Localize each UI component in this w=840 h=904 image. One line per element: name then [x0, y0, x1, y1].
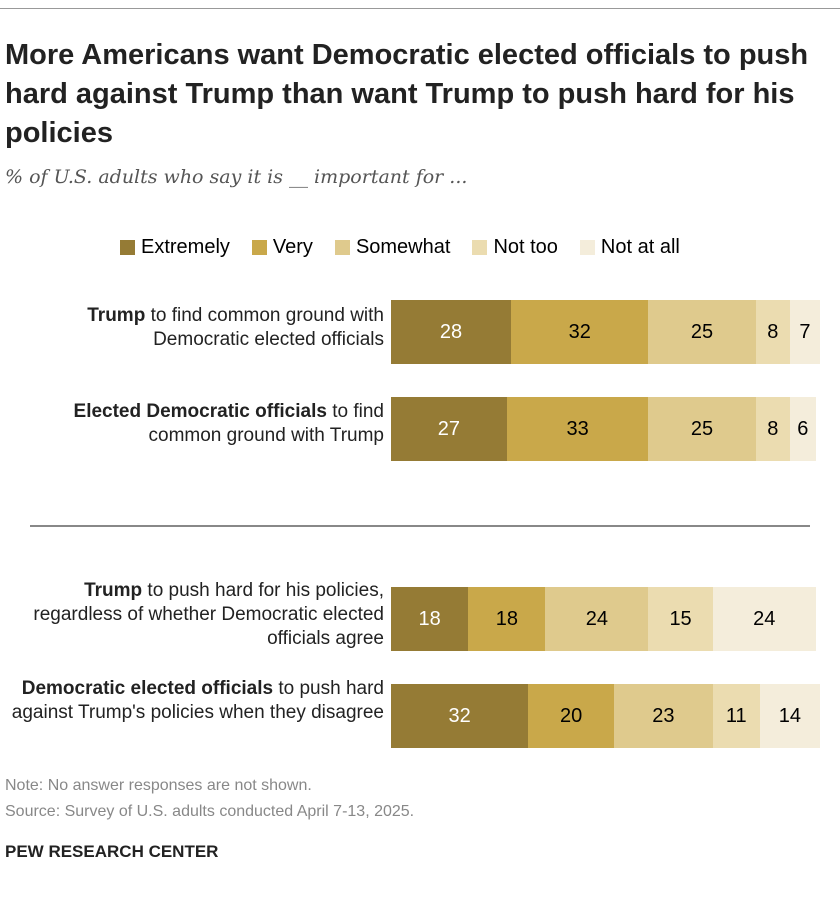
legend-label: Somewhat: [355, 236, 451, 258]
bar-segment-extremely: 27: [391, 397, 507, 461]
chart-subtitle: % of U.S. adults who say it is __ import…: [5, 166, 468, 188]
brand-logo-text: PEW RESEARCH CENTER: [5, 842, 219, 861]
stacked-bar: 18 18 24 15 24: [391, 587, 816, 651]
bar-segment-very: 20: [528, 684, 615, 748]
bar-segment-not-at-all: 7: [789, 300, 820, 364]
bar-segment-extremely: 28: [391, 300, 512, 364]
row-label: Trump to find common ground with Democra…: [87, 305, 384, 350]
note: Note: No answer responses are not shown.: [5, 777, 312, 794]
row-label: Trump to push hard for his policies, reg…: [33, 580, 384, 649]
bar-segment-not-at-all: 6: [789, 397, 816, 461]
legend-item: Somewhat: [334, 236, 451, 259]
stacked-bar: 28 32 25 8 7: [391, 300, 820, 364]
bar-segment-not-too: 8: [755, 300, 790, 364]
bar-segment-somewhat: 25: [648, 300, 756, 364]
bar-segment-extremely: 18: [391, 587, 469, 651]
bar-segment-very: 33: [506, 397, 649, 461]
legend-item: Very: [251, 236, 313, 259]
legend-swatch: [472, 240, 488, 255]
legend-swatch: [579, 240, 595, 255]
bar-segment-not-at-all: 24: [712, 587, 816, 651]
bar-segment-not-too: 15: [648, 587, 713, 651]
bar-segment-somewhat: 25: [648, 397, 756, 461]
bar-segment-somewhat: 23: [614, 684, 713, 748]
stacked-bar: 32 20 23 11 14: [391, 684, 820, 748]
bar-segment-extremely: 32: [391, 684, 529, 748]
chart-title: More Americans want Democratic elected o…: [5, 39, 809, 149]
bar-segment-not-at-all: 14: [759, 684, 820, 748]
legend-swatch: [120, 240, 135, 255]
source: Source: Survey of U.S. adults conducted …: [5, 803, 415, 820]
row-label: Democratic elected officials to push har…: [11, 678, 384, 723]
legend: Extremely Very Somewhat Not too Not at all: [120, 236, 680, 259]
bar-segment-very: 18: [468, 587, 546, 651]
legend-item: Not too: [472, 236, 558, 259]
bar-segment-very: 32: [511, 300, 649, 364]
legend-label: Not too: [493, 236, 558, 258]
legend-swatch: [251, 240, 267, 255]
legend-item: Extremely: [120, 236, 230, 259]
legend-item: Not at all: [579, 236, 680, 259]
legend-swatch: [334, 240, 350, 255]
row-label: Elected Democratic officials to find com…: [73, 401, 384, 446]
stacked-bar: 27 33 25 8 6: [391, 397, 816, 461]
bar-segment-somewhat: 24: [545, 587, 649, 651]
legend-label: Not at all: [600, 236, 680, 258]
section-divider: [30, 525, 810, 527]
legend-label: Extremely: [141, 236, 230, 258]
legend-label: Very: [272, 236, 313, 258]
bar-segment-not-too: 8: [755, 397, 790, 461]
top-rule: [0, 8, 840, 9]
bar-segment-not-too: 11: [712, 684, 760, 748]
